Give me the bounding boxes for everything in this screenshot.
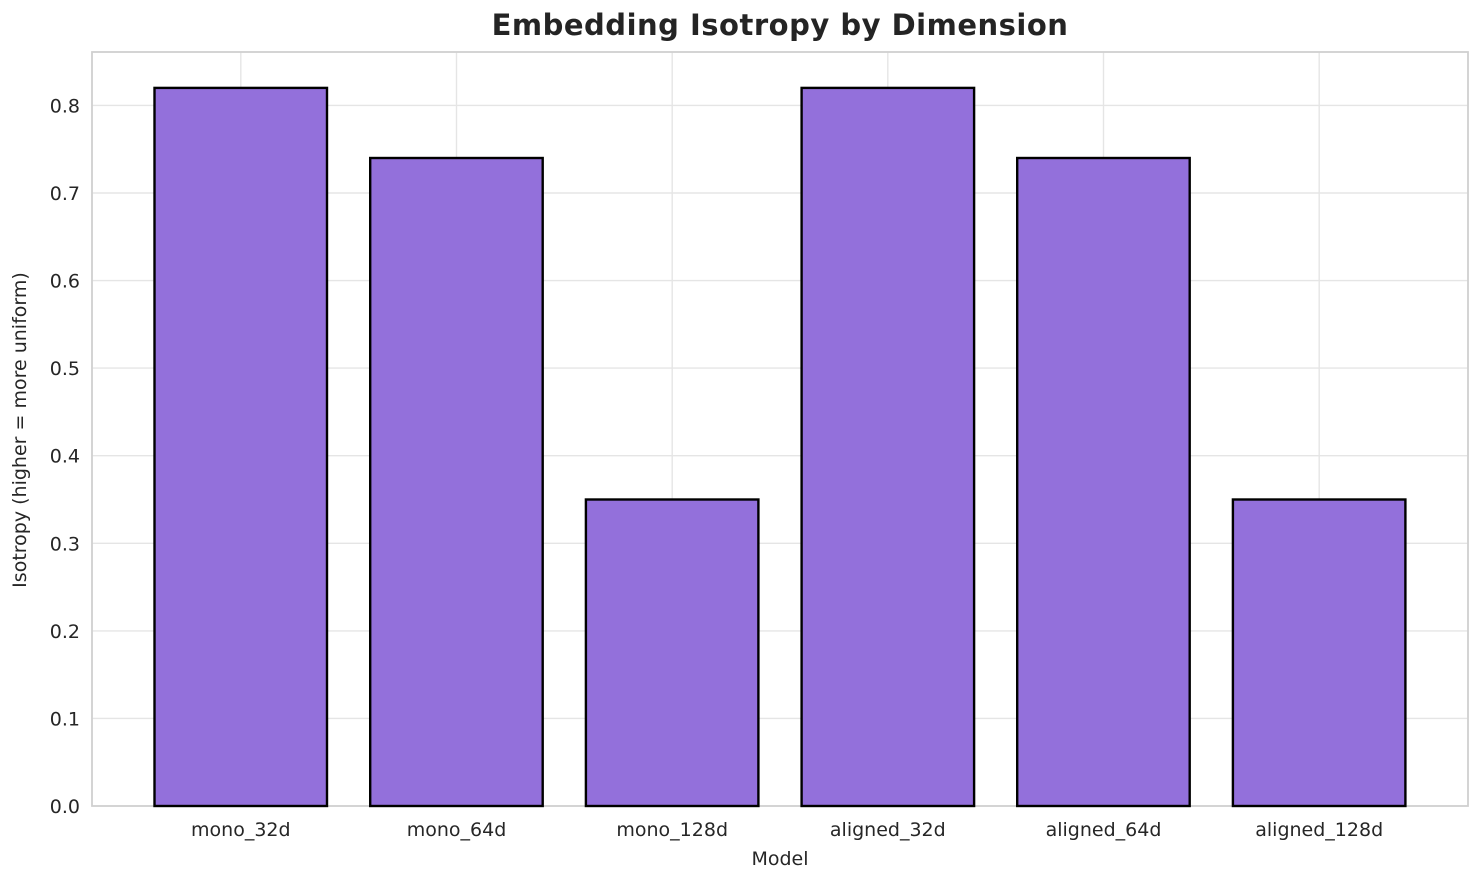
plot-border	[91, 51, 1469, 807]
x-tick-label: mono_32d	[191, 819, 291, 841]
y-tick-label: 0.3	[50, 533, 80, 555]
chart-title: Embedding Isotropy by Dimension	[491, 8, 1069, 42]
x-tick-label: mono_64d	[407, 819, 507, 841]
bar-mono_128d	[584, 498, 760, 808]
x-tick-label: aligned_64d	[1046, 819, 1162, 841]
bar-mono_64d	[369, 156, 544, 808]
x-tick-label: aligned_32d	[830, 819, 946, 841]
y-tick-label: 0.7	[50, 183, 80, 205]
bar-aligned_64d	[1016, 156, 1191, 808]
y-tick-label: 0.4	[50, 446, 80, 468]
x-tick-label: aligned_128d	[1255, 819, 1383, 841]
y-tick-label: 0.0	[50, 796, 80, 818]
x-tick-label: mono_128d	[616, 819, 728, 841]
bar-mono_32d	[153, 86, 329, 808]
y-tick-label: 0.5	[50, 358, 80, 380]
y-tick-label: 0.8	[50, 95, 80, 117]
y-axis-label: Isotropy (higher = more uniform)	[9, 272, 31, 588]
x-axis-label: Model	[751, 848, 809, 870]
y-tick-label: 0.2	[50, 621, 80, 643]
y-tick-label: 0.6	[50, 271, 80, 293]
bar-aligned_32d	[800, 86, 976, 808]
y-tick-label: 0.1	[50, 708, 80, 730]
bar-aligned_128d	[1231, 498, 1407, 808]
